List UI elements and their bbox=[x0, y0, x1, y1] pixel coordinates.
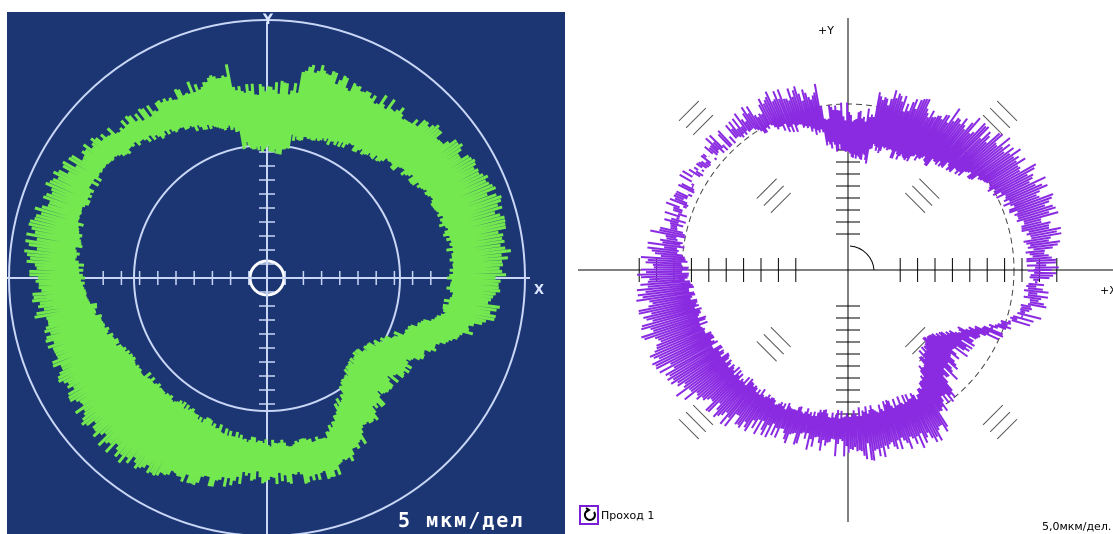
diag-tick bbox=[756, 341, 777, 362]
diag-tick bbox=[919, 178, 940, 199]
diag-tick bbox=[763, 333, 785, 355]
measurement-band bbox=[24, 64, 512, 487]
diag-tick bbox=[770, 192, 792, 214]
diag-tick bbox=[989, 411, 1011, 433]
left-scale-label: 5 мкм/дел bbox=[398, 508, 524, 532]
right-scale-label: 5,0мкм/дел. bbox=[1042, 520, 1111, 533]
diag-tick bbox=[692, 404, 714, 426]
diag-tick bbox=[756, 178, 777, 199]
diag-tick bbox=[996, 418, 1018, 440]
diag-tick bbox=[763, 185, 785, 207]
direction-arc bbox=[849, 245, 875, 271]
left-x-label: X bbox=[534, 283, 544, 298]
pass-label[interactable]: Проход 1 bbox=[601, 509, 654, 522]
diag-tick bbox=[685, 411, 707, 433]
diag-tick bbox=[678, 100, 700, 122]
diag-tick bbox=[678, 418, 700, 440]
diag-tick bbox=[904, 326, 926, 348]
right-y-label: +Y bbox=[818, 24, 834, 37]
diag-tick bbox=[911, 185, 933, 207]
diag-tick bbox=[996, 100, 1018, 122]
diag-tick bbox=[685, 107, 707, 129]
diag-tick bbox=[982, 404, 1004, 426]
diag-tick bbox=[904, 192, 926, 214]
diag-tick bbox=[989, 107, 1011, 129]
right-x-label: +X bbox=[1100, 284, 1113, 297]
left-plot bbox=[7, 19, 530, 534]
left-y-label: Y bbox=[262, 12, 274, 28]
diag-tick bbox=[692, 114, 714, 136]
pass-icon-arrow bbox=[583, 507, 596, 521]
diag-tick bbox=[982, 114, 1004, 136]
right-plot bbox=[578, 18, 1113, 522]
measurement-band bbox=[636, 83, 1062, 461]
diag-tick bbox=[770, 326, 792, 348]
